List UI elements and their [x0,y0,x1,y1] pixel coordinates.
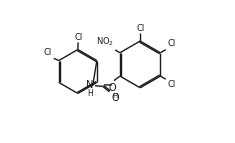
Text: NO$_2$: NO$_2$ [96,36,114,48]
Text: H: H [87,89,93,98]
Text: O: O [108,83,116,93]
Text: N: N [86,80,93,90]
Text: Cl: Cl [167,39,176,48]
Text: H: H [113,93,118,99]
Text: O: O [111,93,119,103]
Text: Cl: Cl [44,48,52,57]
Text: Cl: Cl [74,33,82,42]
Text: Cl: Cl [167,80,176,89]
Text: Cl: Cl [136,24,144,33]
